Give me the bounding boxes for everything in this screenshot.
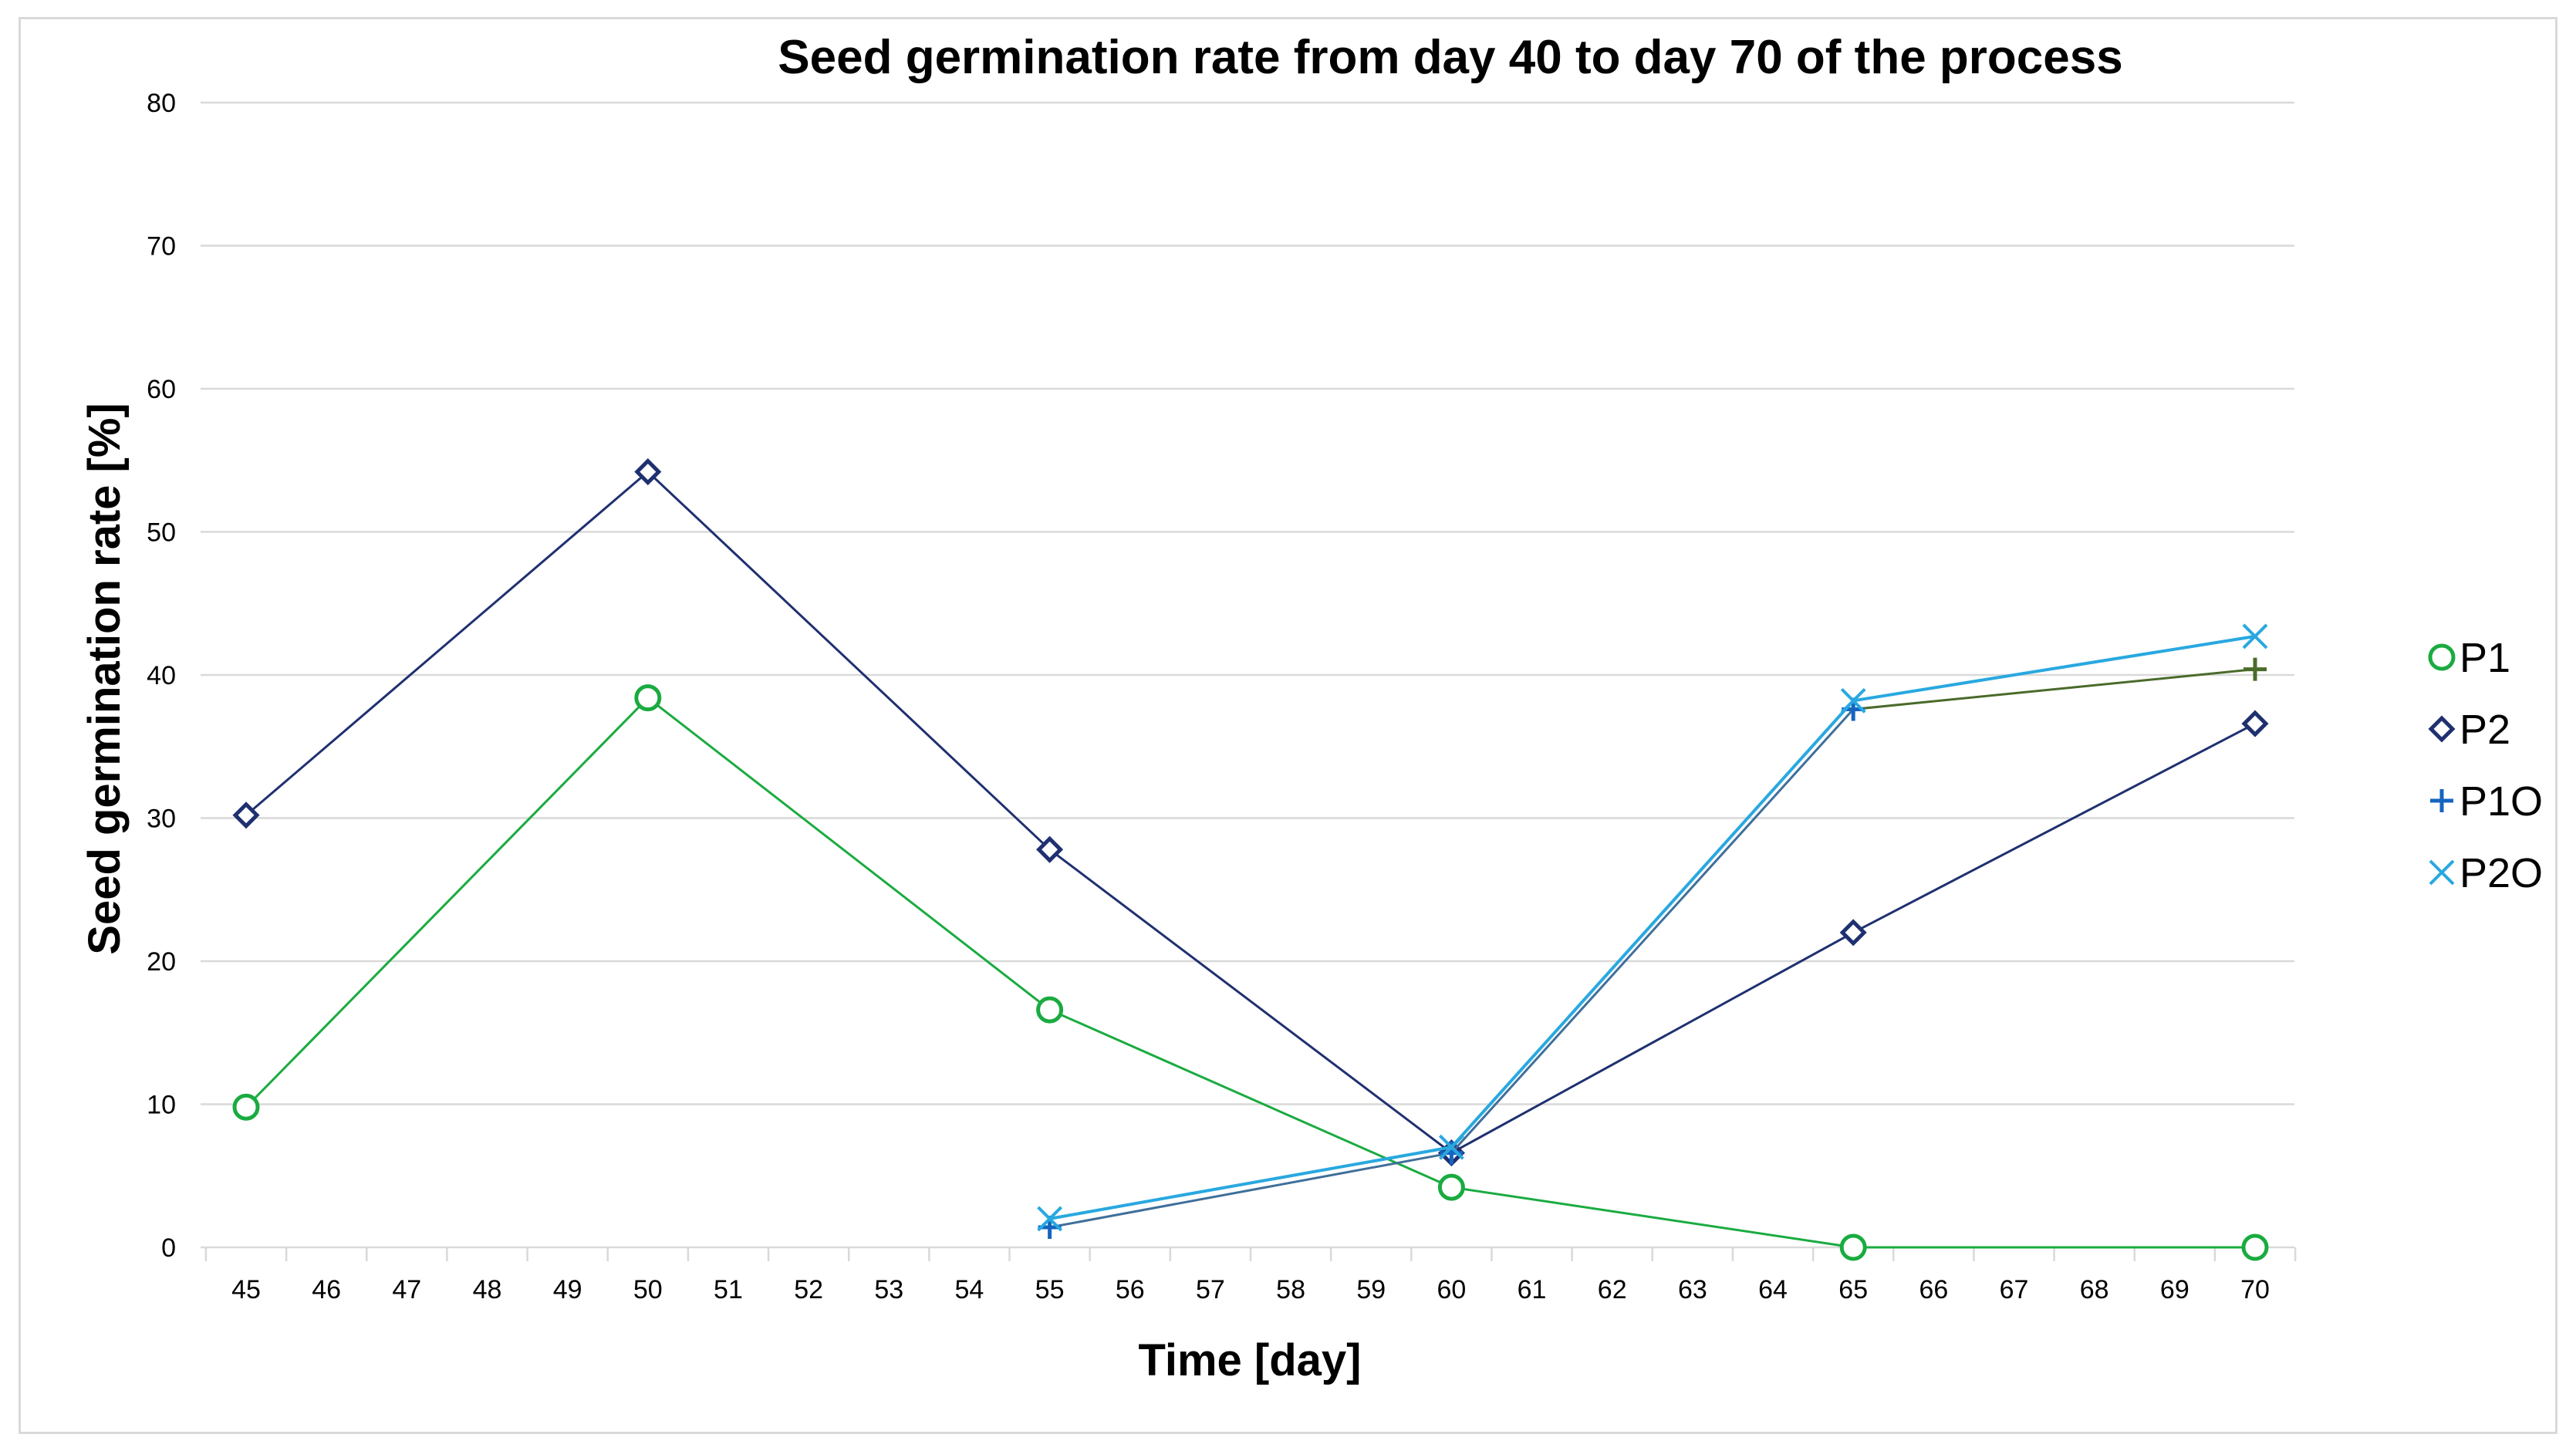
point-p2-day-50 xyxy=(634,458,662,486)
x-tick-label: 53 xyxy=(874,1275,903,1304)
y-tick-label: 10 xyxy=(147,1091,176,1120)
x-tick-label: 57 xyxy=(1196,1275,1225,1304)
x-tick-label: 61 xyxy=(1518,1275,1547,1304)
point-p2-day-70 xyxy=(2241,710,2269,737)
y-tick-label: 0 xyxy=(161,1233,176,1263)
legend-item-p1: P1 xyxy=(2428,635,2510,681)
point-p1-day-55 xyxy=(1036,996,1064,1024)
y-tick-label: 30 xyxy=(147,805,176,834)
legend-marker-p2 xyxy=(2428,715,2456,743)
legend-item-p1o: P1O xyxy=(2430,778,2543,825)
series-p2o-segment xyxy=(1450,700,1855,1149)
y-tick-label: 70 xyxy=(147,232,176,262)
x-tick-label: 50 xyxy=(633,1275,663,1304)
x-tick-label: 49 xyxy=(553,1275,582,1304)
series-p2-segment xyxy=(245,471,649,816)
grid-lines xyxy=(201,101,2297,1261)
series-p2-segment xyxy=(1852,722,2256,934)
x-tick-label: 69 xyxy=(2160,1275,2189,1304)
series-p2o xyxy=(1037,623,2268,1232)
series-p2o-segment xyxy=(1049,1146,1452,1220)
point-p1-day-65 xyxy=(1839,1233,1867,1261)
series-p1-segment xyxy=(1451,1186,1854,1249)
y-tick-label: 40 xyxy=(147,661,176,690)
y-tick-label: 80 xyxy=(147,89,176,118)
point-p1-day-45 xyxy=(232,1093,260,1121)
legend: P1 P2 P1O P2O xyxy=(2428,635,2543,896)
series-p1 xyxy=(232,684,2269,1261)
y-tick-label: 50 xyxy=(147,518,176,548)
x-tick-label: 48 xyxy=(473,1275,502,1304)
series-p1o-segment xyxy=(1853,668,2256,711)
x-tick-label: 62 xyxy=(1598,1275,1627,1304)
legend-item-p2o: P2O xyxy=(2429,850,2543,896)
series-p1-segment xyxy=(245,697,649,1108)
x-tick-label: 56 xyxy=(1116,1275,1145,1304)
series-p2-segment xyxy=(1450,931,1854,1154)
series-p2-segment xyxy=(1048,849,1453,1154)
point-p1-day-70 xyxy=(2241,1233,2269,1261)
series-p1o xyxy=(1038,657,2267,1240)
legend-label-p1o: P1O xyxy=(2460,778,2543,825)
series-p2o-segment xyxy=(1852,634,2256,703)
x-tick-label: 60 xyxy=(1437,1275,1466,1304)
series-p2-segment xyxy=(647,471,1051,851)
x-tick-label: 67 xyxy=(2000,1275,2029,1304)
chart-title: Seed germination rate from day 40 to day… xyxy=(778,31,2122,84)
point-p2o-day-55 xyxy=(1037,1206,1063,1232)
x-tick-label: 47 xyxy=(392,1275,421,1304)
x-tick-label: 63 xyxy=(1678,1275,1707,1304)
legend-label-p2: P2 xyxy=(2460,707,2510,753)
series-p1o-segment xyxy=(1450,708,1855,1154)
chart-frame xyxy=(19,17,2557,1434)
point-p2o-day-65 xyxy=(1840,687,1866,714)
point-p1-day-60 xyxy=(1437,1173,1465,1201)
x-tick-label: 65 xyxy=(1838,1275,1868,1304)
x-tick-label: 66 xyxy=(1919,1275,1948,1304)
x-tick-label: 52 xyxy=(794,1275,823,1304)
y-axis-label: Seed germination rate [%] xyxy=(79,403,130,954)
legend-marker-p1 xyxy=(2428,643,2456,671)
x-tick-label: 70 xyxy=(2240,1275,2270,1304)
data-series xyxy=(232,458,2269,1261)
y-tick-label: 60 xyxy=(147,375,176,404)
y-tick-labels: 0 10 20 30 40 50 60 70 80 xyxy=(147,89,176,1263)
series-p2 xyxy=(232,458,2269,1167)
x-tick-label: 46 xyxy=(312,1275,341,1304)
point-p2o-day-70 xyxy=(2242,623,2268,650)
x-tick-label: 58 xyxy=(1276,1275,1305,1304)
x-tick-label: 55 xyxy=(1035,1275,1065,1304)
x-tick-labels: 45 46 47 48 49 50 51 52 53 54 55 56 57 58 59 60 61 62 63 64… xyxy=(231,1275,2270,1304)
x-tick-label: 51 xyxy=(714,1275,743,1304)
point-p1-day-50 xyxy=(634,684,662,712)
point-p2-day-65 xyxy=(1839,919,1867,947)
legend-item-p2: P2 xyxy=(2428,707,2510,753)
series-p1-segment xyxy=(1048,1008,1453,1189)
point-p2-day-55 xyxy=(1036,835,1064,863)
legend-label-p1: P1 xyxy=(2460,635,2510,681)
x-tick-label: 64 xyxy=(1758,1275,1788,1304)
legend-label-p2o: P2O xyxy=(2460,850,2543,896)
x-axis-label: Time [day] xyxy=(1138,1335,1361,1385)
y-tick-label: 20 xyxy=(147,947,176,977)
legend-marker-p1o xyxy=(2430,789,2453,812)
point-p2o-day-60 xyxy=(1438,1134,1464,1160)
legend-marker-p2o xyxy=(2429,859,2455,886)
point-p2-day-45 xyxy=(232,801,260,829)
x-tick-label: 54 xyxy=(955,1275,984,1304)
series-p1-segment xyxy=(647,697,1051,1011)
point-p1o-day-70 xyxy=(2243,657,2267,681)
series-p1o-segment xyxy=(1049,1152,1452,1229)
x-tick-label: 68 xyxy=(2080,1275,2109,1304)
x-tick-label: 45 xyxy=(231,1275,261,1304)
x-tick-label: 59 xyxy=(1356,1275,1386,1304)
